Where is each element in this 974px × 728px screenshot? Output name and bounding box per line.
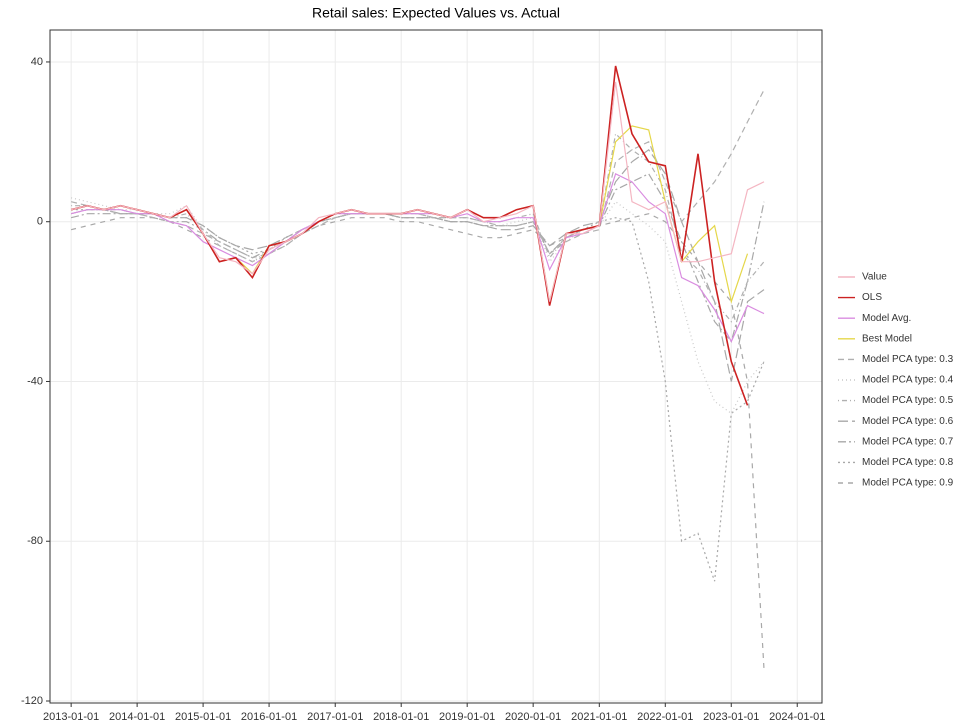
x-tick-label: 2013-01-01 [43,711,99,723]
y-tick-label: -80 [27,535,43,547]
legend-label: Model PCA type: 0.9 [862,478,954,489]
legend-label: Value [862,272,887,283]
legend-label: Model PCA type: 0.7 [862,436,954,447]
legend-label: Model PCA type: 0.8 [862,457,954,468]
legend-label: Model PCA type: 0.3 [862,354,954,365]
y-tick-label: 0 [37,216,43,228]
x-tick-label: 2022-01-01 [637,711,693,723]
series-line [70,213,765,670]
x-tick-label: 2014-01-01 [109,711,165,723]
x-tick-label: 2023-01-01 [703,711,759,723]
chart-title: Retail sales: Expected Values vs. Actual [312,5,560,21]
x-tick-label: 2016-01-01 [241,711,297,723]
plot-border [49,29,823,704]
legend-label: Model PCA type: 0.4 [862,375,954,386]
x-tick-label: 2021-01-01 [571,711,627,723]
x-tick-label: 2019-01-01 [439,711,495,723]
legend-label: Model PCA type: 0.5 [862,395,954,406]
y-tick-label: 40 [31,56,43,68]
series-line [70,173,765,343]
legend-label: Best Model [862,333,912,344]
series-line [70,89,765,259]
x-tick-label: 2018-01-01 [373,711,429,723]
legend-label: Model PCA type: 0.6 [862,416,954,427]
legend-label: Model Avg. [862,313,911,324]
series-line [70,81,765,302]
x-tick-label: 2015-01-01 [175,711,231,723]
y-tick-label: -40 [27,375,43,387]
x-tick-label: 2024-01-01 [769,711,825,723]
x-tick-label: 2020-01-01 [505,711,561,723]
legend-label: OLS [862,292,882,303]
series-line [70,148,765,382]
series-line [70,172,765,343]
x-tick-label: 2017-01-01 [307,711,363,723]
y-tick-label: -120 [21,695,43,707]
